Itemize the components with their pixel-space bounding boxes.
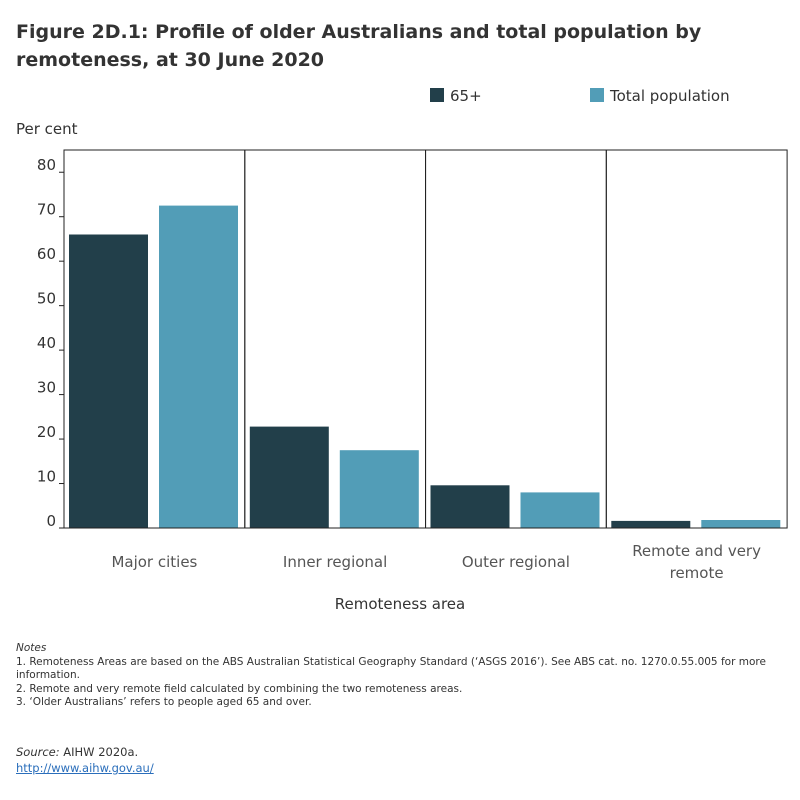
notes-heading: Notes: [16, 642, 47, 654]
bar-65-1: [69, 234, 148, 528]
source-label: Source:: [16, 745, 60, 759]
bar-chart: 0 10 20 30 40 50 60 70 80 Major cities Inner regio…: [37, 149, 788, 582]
source-link[interactable]: http://www.aihw.gov.au/: [16, 761, 154, 775]
y-tick-label: 80: [37, 156, 56, 174]
legend-label-total-population: Total population: [610, 87, 730, 105]
y-tick-label: 0: [46, 512, 56, 530]
legend-item-total-population: Total population: [590, 87, 730, 105]
y-tick-label: 10: [37, 468, 56, 486]
bar-total-population-1: [159, 205, 238, 528]
bar-total-population-4: [701, 520, 781, 528]
bar-65-3: [430, 485, 510, 528]
bar-65-4: [611, 520, 691, 528]
x-axis-label: Remoteness area: [334, 595, 466, 613]
legend-swatch-total-population: [590, 88, 604, 102]
y-tick-label: 60: [37, 245, 56, 263]
note-3: 3. ‘Older Australians’ refers to people …: [16, 696, 312, 708]
bar-total-population-3: [520, 492, 600, 528]
chart-title: Figure 2D.1: Profile of older Australian…: [16, 21, 702, 71]
x-tick-label-3: Outer regional: [462, 553, 570, 571]
panel-border-3: [425, 149, 607, 529]
y-axis-label: Per cent: [16, 120, 78, 138]
note-2: 2. Remote and very remote field calculat…: [16, 682, 463, 695]
note-1: 1. Remoteness Areas are based on the ABS…: [16, 655, 766, 682]
source: Source: AIHW 2020a. http://www.aihw.gov.…: [16, 744, 154, 776]
bar-total-population-2: [339, 450, 419, 528]
legend-swatch-65: [430, 88, 444, 102]
legend-label-65: 65+: [450, 87, 482, 105]
y-tick-label: 30: [37, 379, 56, 397]
y-tick-label: 40: [37, 334, 56, 352]
x-tick-label-1: Major cities: [111, 553, 197, 571]
x-tick-label-2: Inner regional: [283, 553, 387, 571]
y-tick-label: 20: [37, 423, 56, 441]
y-tick-label: 50: [37, 290, 56, 308]
legend-item-65: 65+: [430, 87, 482, 105]
source-text: AIHW 2020a.: [63, 745, 139, 759]
notes: Notes 1. Remoteness Areas are based on t…: [16, 642, 786, 710]
panel-border-4: [605, 149, 788, 529]
bar-65-2: [249, 426, 329, 528]
x-tick-label-4: Remote and very remote: [632, 542, 761, 582]
y-tick-label: 70: [37, 201, 56, 219]
